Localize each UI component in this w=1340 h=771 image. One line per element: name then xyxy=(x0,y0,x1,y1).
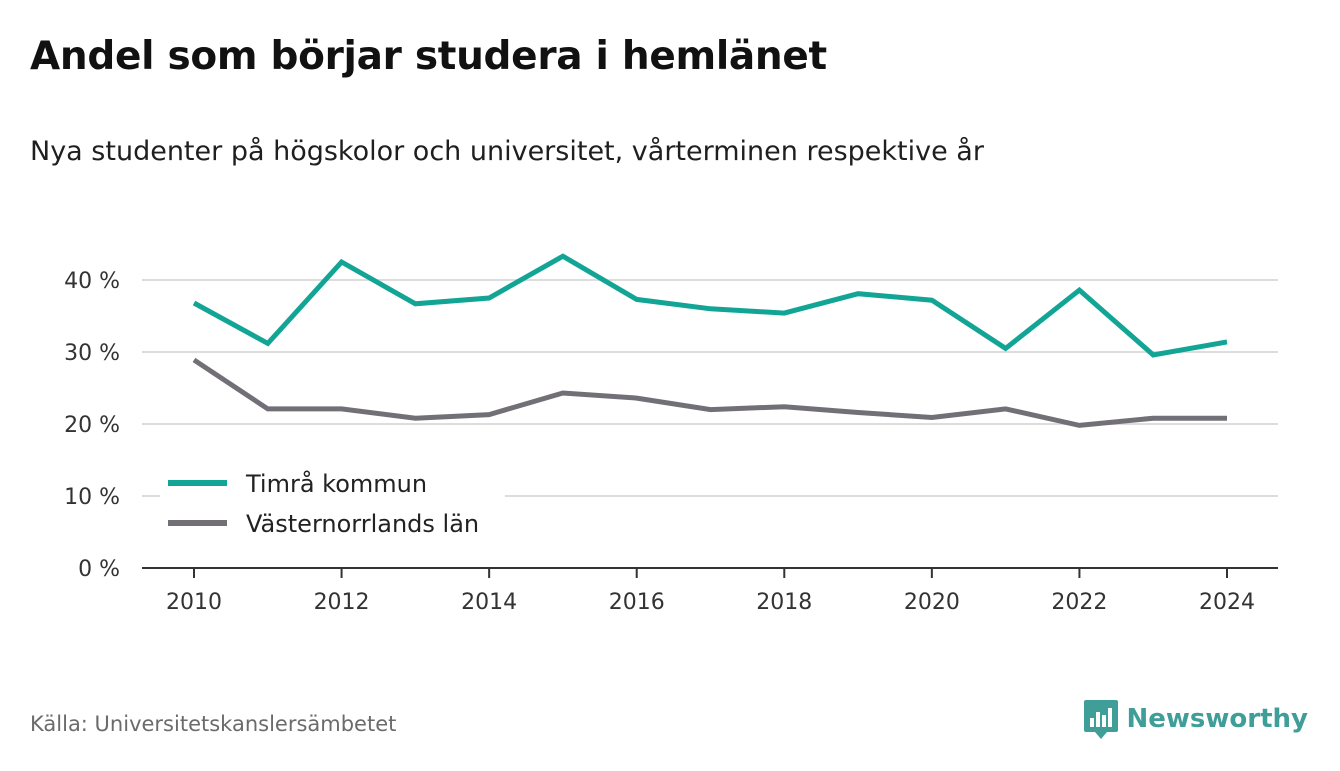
x-tick-label: 2022 xyxy=(1051,590,1107,615)
y-tick-label: 40 % xyxy=(64,269,120,294)
x-tick-label: 2016 xyxy=(609,590,665,615)
x-tick-label: 2020 xyxy=(904,590,960,615)
y-tick-label: 0 % xyxy=(78,557,120,582)
x-tick-label: 2012 xyxy=(314,590,370,615)
series-lines xyxy=(192,253,1228,428)
newsworthy-logo-icon xyxy=(1083,700,1118,739)
y-axis-ticks: 0 % 10 % 20 % 30 % 40 % xyxy=(64,269,120,582)
brand-logo: Newsworthy xyxy=(1083,698,1308,740)
legend-label: Timrå kommun xyxy=(245,469,427,498)
source-note: Källa: Universitetskanslersämbetet xyxy=(30,712,397,736)
legend-background xyxy=(160,462,505,544)
x-tick-label: 2018 xyxy=(756,590,812,615)
series-line-2 xyxy=(192,357,1227,428)
chart-subtitle: Nya studenter på högskolor och universit… xyxy=(30,136,984,167)
x-tick-label: 2014 xyxy=(461,590,517,615)
y-tick-label: 10 % xyxy=(64,485,120,510)
x-axis-ticks: 2010 2012 2014 2016 2018 2020 2022 2024 xyxy=(166,568,1255,615)
chart-title: Andel som börjar studera i hemlänet xyxy=(30,34,827,79)
legend: Timrå kommun Västernorrlands län xyxy=(160,462,505,544)
y-tick-label: 30 % xyxy=(64,341,120,366)
legend-label: Västernorrlands län xyxy=(246,510,479,538)
x-tick-label: 2010 xyxy=(166,590,222,615)
y-tick-label: 20 % xyxy=(64,413,120,438)
x-tick-label: 2024 xyxy=(1199,590,1255,615)
brand-name: Newsworthy xyxy=(1126,704,1308,734)
series-line-1 xyxy=(192,253,1228,358)
